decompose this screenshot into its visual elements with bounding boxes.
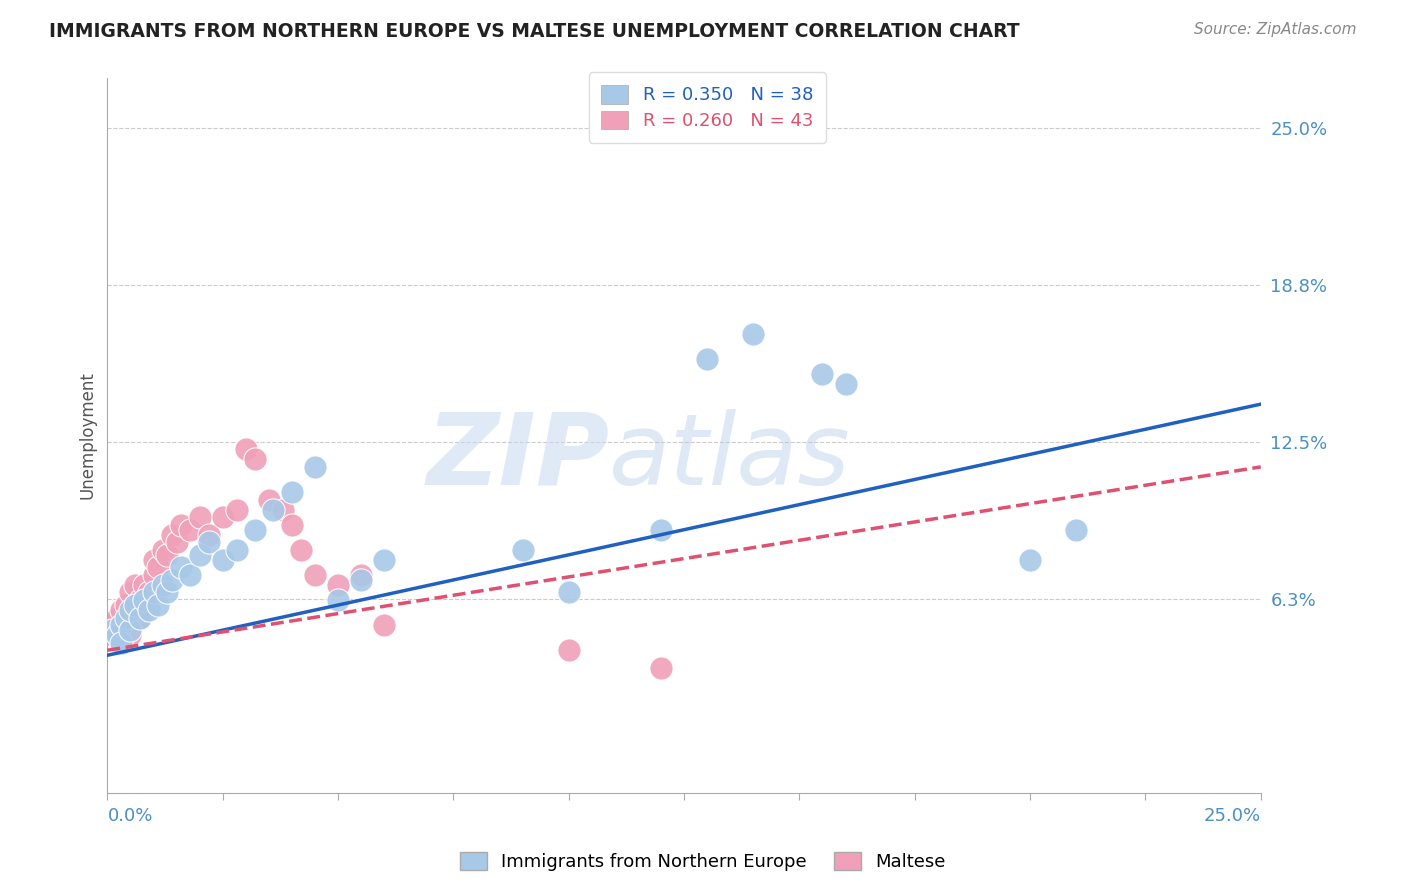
Point: [142, 585, 165, 599]
Legend: R = 0.350   N = 38, R = 0.260   N = 43: R = 0.350 N = 38, R = 0.260 N = 43: [589, 72, 825, 143]
Point: [198, 535, 221, 549]
Point: [257, 492, 280, 507]
Point: [110, 636, 132, 650]
Point: [188, 548, 211, 562]
Point: [1064, 523, 1087, 537]
Point: [128, 593, 150, 607]
Point: [110, 636, 132, 650]
Point: [156, 585, 179, 599]
Point: [235, 442, 257, 457]
Point: [101, 623, 124, 637]
Point: [101, 628, 124, 642]
Point: [326, 593, 349, 607]
Text: ZIP: ZIP: [426, 409, 609, 506]
Point: [134, 593, 156, 607]
Point: [225, 542, 247, 557]
Point: [114, 610, 136, 624]
Point: [152, 542, 174, 557]
Point: [142, 553, 165, 567]
Point: [114, 598, 136, 612]
Point: [696, 351, 718, 366]
Point: [271, 502, 294, 516]
Point: [350, 573, 373, 587]
Point: [124, 598, 146, 612]
Point: [160, 527, 183, 541]
Point: [512, 542, 534, 557]
Point: [558, 643, 581, 657]
Point: [124, 578, 146, 592]
Point: [243, 452, 266, 467]
Point: [110, 618, 132, 632]
Point: [373, 618, 395, 632]
Point: [170, 517, 193, 532]
Point: [128, 610, 150, 624]
Point: [650, 523, 672, 537]
Point: [290, 542, 312, 557]
Point: [120, 603, 142, 617]
Point: [179, 523, 201, 537]
Point: [281, 485, 304, 500]
Point: [179, 568, 201, 582]
Point: [134, 578, 156, 592]
Point: [225, 502, 247, 516]
Point: [350, 568, 373, 582]
Point: [304, 459, 326, 474]
Point: [211, 510, 233, 524]
Point: [101, 618, 124, 632]
Text: 0.0%: 0.0%: [107, 806, 153, 824]
Legend: Immigrants from Northern Europe, Maltese: Immigrants from Northern Europe, Maltese: [453, 845, 953, 879]
Point: [120, 585, 142, 599]
Point: [120, 628, 142, 642]
Point: [105, 628, 128, 642]
Point: [142, 568, 165, 582]
Point: [138, 603, 160, 617]
Point: [138, 585, 160, 599]
Point: [281, 517, 304, 532]
Point: [1019, 553, 1042, 567]
Point: [120, 623, 142, 637]
Point: [650, 661, 672, 675]
Point: [114, 618, 136, 632]
Point: [128, 610, 150, 624]
Point: [152, 578, 174, 592]
Point: [263, 502, 285, 516]
Point: [146, 560, 169, 574]
Y-axis label: Unemployment: Unemployment: [79, 372, 96, 500]
Point: [188, 510, 211, 524]
Text: 25.0%: 25.0%: [1204, 806, 1261, 824]
Point: [742, 326, 765, 341]
Point: [120, 610, 142, 624]
Point: [198, 527, 221, 541]
Point: [156, 548, 179, 562]
Point: [373, 553, 395, 567]
Point: [160, 573, 183, 587]
Point: [124, 598, 146, 612]
Point: [243, 523, 266, 537]
Point: [110, 603, 132, 617]
Point: [326, 578, 349, 592]
Point: [105, 623, 128, 637]
Point: [170, 560, 193, 574]
Point: [146, 598, 169, 612]
Text: Source: ZipAtlas.com: Source: ZipAtlas.com: [1194, 22, 1357, 37]
Point: [811, 367, 834, 381]
Point: [105, 610, 128, 624]
Point: [558, 585, 581, 599]
Point: [134, 603, 156, 617]
Point: [304, 568, 326, 582]
Point: [834, 377, 856, 392]
Text: atlas: atlas: [609, 409, 851, 506]
Text: IMMIGRANTS FROM NORTHERN EUROPE VS MALTESE UNEMPLOYMENT CORRELATION CHART: IMMIGRANTS FROM NORTHERN EUROPE VS MALTE…: [49, 22, 1019, 41]
Point: [211, 553, 233, 567]
Point: [166, 535, 188, 549]
